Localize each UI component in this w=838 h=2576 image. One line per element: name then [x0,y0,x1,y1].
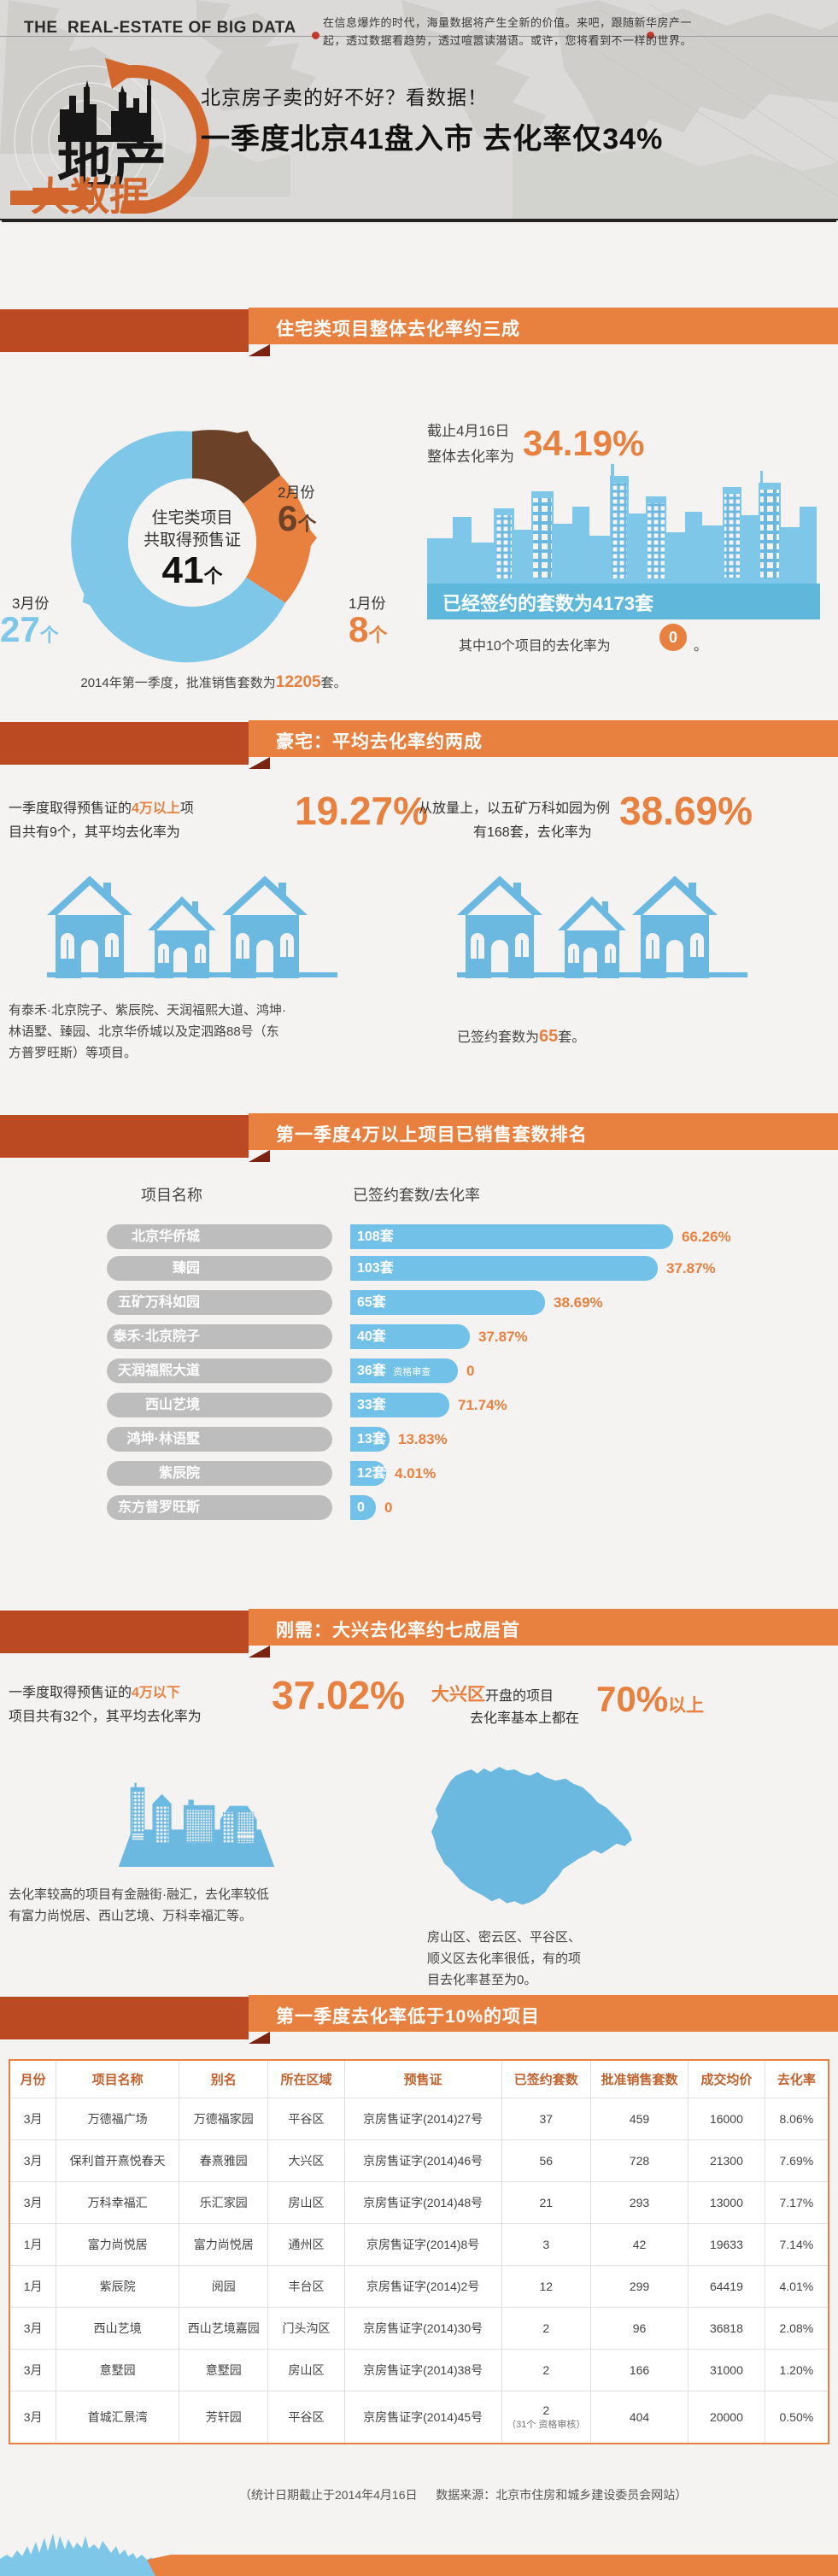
svg-text:大数据: 大数据 [31,174,149,214]
svg-text:共取得预售证: 共取得预售证 [144,531,241,549]
svg-text:住宅类项目: 住宅类项目 [151,508,232,527]
